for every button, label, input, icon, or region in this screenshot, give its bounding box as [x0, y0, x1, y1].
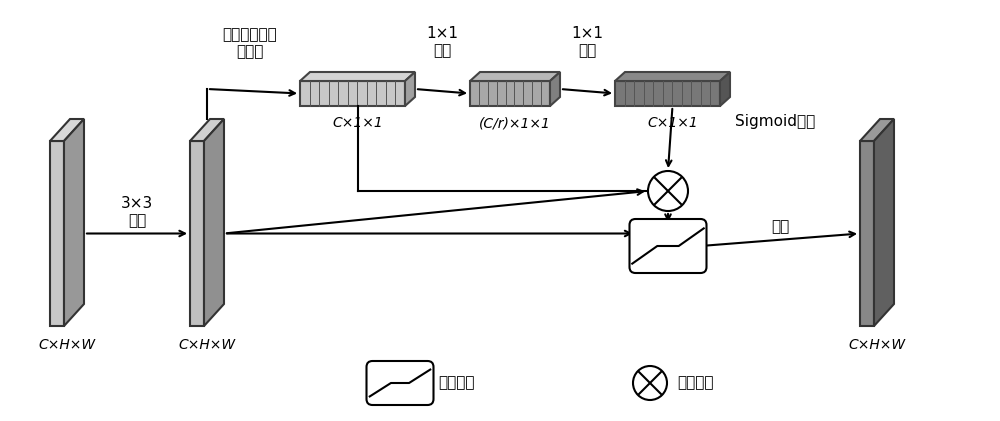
Text: C×H×W: C×H×W: [178, 338, 236, 352]
Polygon shape: [860, 119, 894, 141]
Text: 3×3
卷积: 3×3 卷积: [121, 196, 153, 229]
Polygon shape: [470, 81, 550, 106]
Text: Sigmoid函数: Sigmoid函数: [735, 114, 815, 129]
Text: C×1×1: C×1×1: [647, 116, 698, 130]
Polygon shape: [405, 72, 415, 106]
Text: (C/r)×1×1: (C/r)×1×1: [479, 116, 551, 130]
Polygon shape: [300, 81, 405, 106]
Polygon shape: [190, 119, 224, 141]
Polygon shape: [50, 119, 84, 141]
Text: C×1×1: C×1×1: [332, 116, 383, 130]
Polygon shape: [615, 81, 720, 106]
Polygon shape: [615, 72, 730, 81]
FancyBboxPatch shape: [630, 219, 706, 273]
Text: 卷积: 卷积: [771, 219, 789, 234]
Polygon shape: [190, 141, 204, 326]
Polygon shape: [860, 141, 874, 326]
Polygon shape: [64, 119, 84, 326]
Text: 软阈值化: 软阈值化: [438, 376, 475, 391]
Text: 全局平均池化
绝对值: 全局平均池化 绝对值: [223, 27, 277, 59]
Polygon shape: [300, 72, 415, 81]
Text: 1×1
卷积: 1×1 卷积: [572, 26, 604, 58]
Circle shape: [648, 171, 688, 211]
FancyBboxPatch shape: [366, 361, 434, 405]
Polygon shape: [550, 72, 560, 106]
Text: C×H×W: C×H×W: [38, 338, 96, 352]
Text: 1×1
卷积: 1×1 卷积: [426, 26, 458, 58]
Polygon shape: [204, 119, 224, 326]
Circle shape: [633, 366, 667, 400]
Text: 元素相乘: 元素相乘: [677, 376, 714, 391]
Text: C×H×W: C×H×W: [848, 338, 906, 352]
Text: τ: τ: [662, 216, 674, 235]
Polygon shape: [720, 72, 730, 106]
Polygon shape: [50, 141, 64, 326]
Polygon shape: [470, 72, 560, 81]
Polygon shape: [874, 119, 894, 326]
